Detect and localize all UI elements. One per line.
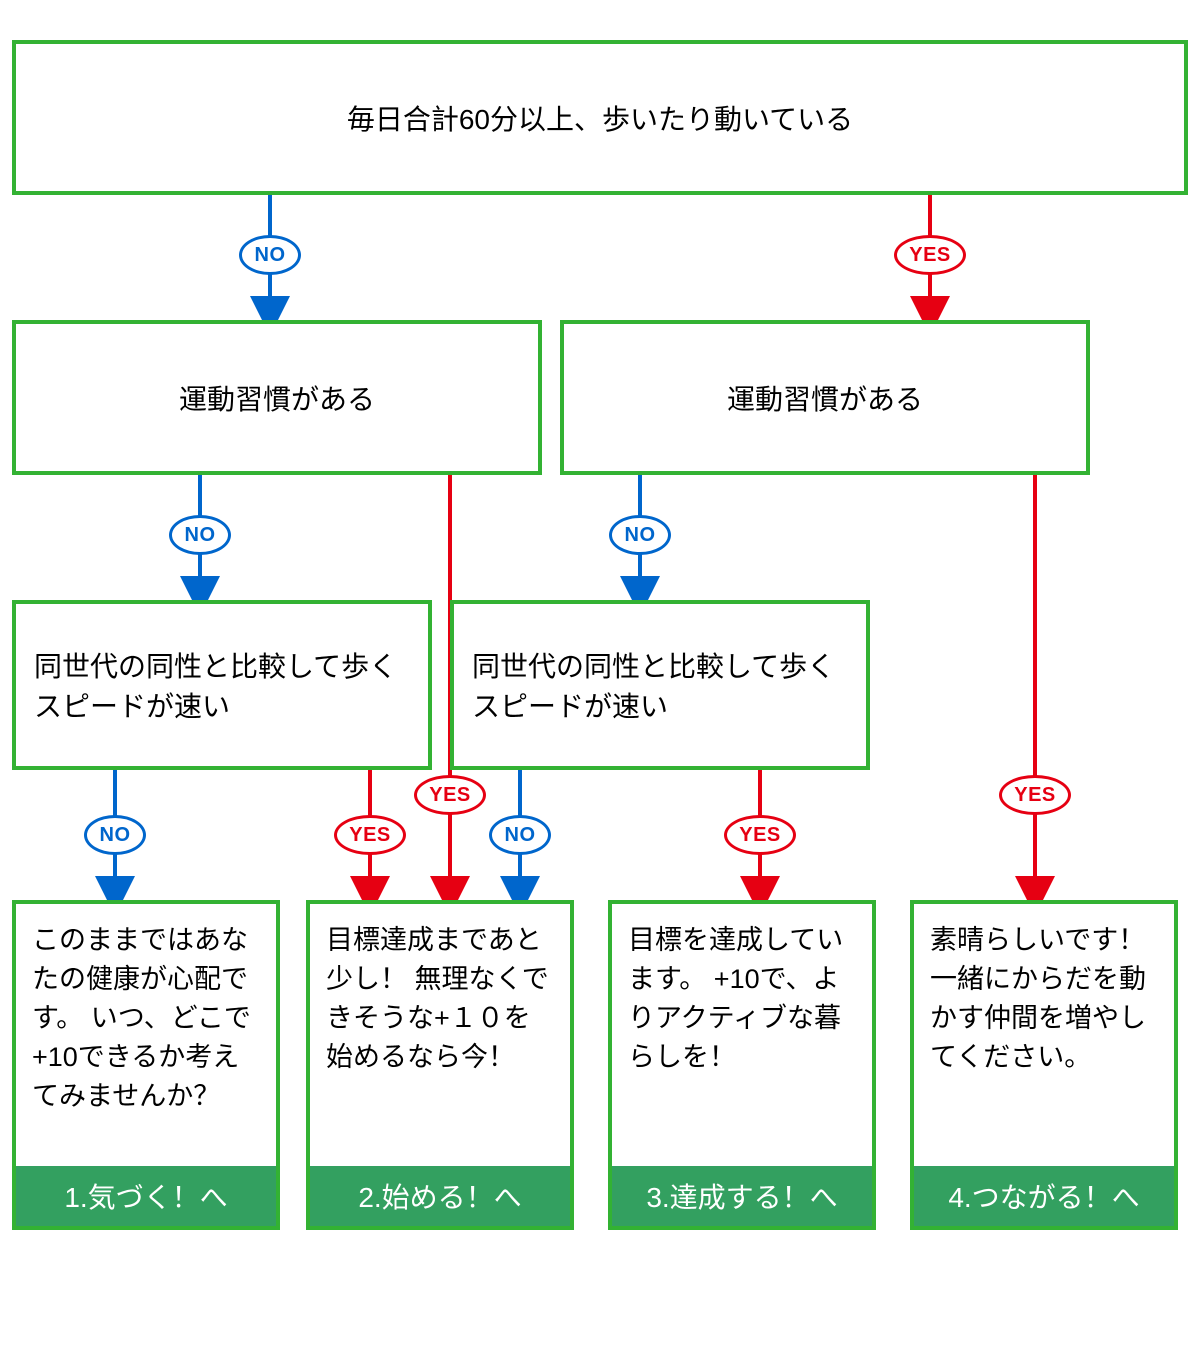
result-1: このままではあなたの健康が心配です。 いつ、どこで+10できるか考えてみませんか… — [12, 900, 280, 1230]
no-badge: NO — [239, 235, 301, 275]
no-badge: NO — [609, 515, 671, 555]
result-2: 目標達成まであと少し！ 無理なくできそうな+１０を始めるなら今！ 2.始める！へ — [306, 900, 574, 1230]
yes-badge: YES — [414, 775, 486, 815]
node-speed-right-text: 同世代の同性と比較して歩くスピードが速い — [472, 645, 848, 725]
node-habit-right-text: 運動習慣がある — [727, 378, 923, 418]
result-2-body: 目標達成まであと少し！ 無理なくできそうな+１０を始めるなら今！ — [326, 918, 554, 1074]
node-habit-left: 運動習慣がある — [12, 320, 542, 475]
flowchart-canvas: 毎日合計60分以上、歩いたり動いている 運動習慣がある 運動習慣がある 同世代の… — [0, 0, 1200, 1350]
no-badge: NO — [169, 515, 231, 555]
node-speed-left: 同世代の同性と比較して歩くスピードが速い — [12, 600, 432, 770]
result-3-footer: 3.達成する！へ — [612, 1166, 872, 1226]
result-3-body: 目標を達成しています。 +10で、よりアクティブな暮らしを！ — [628, 918, 856, 1074]
result-3: 目標を達成しています。 +10で、よりアクティブな暮らしを！ 3.達成する！へ — [608, 900, 876, 1230]
result-4: 素晴らしいです！一緒にからだを動かす仲間を増やしてください。 4.つながる！へ — [910, 900, 1178, 1230]
node-habit-left-text: 運動習慣がある — [179, 378, 375, 418]
yes-badge: YES — [334, 815, 406, 855]
result-4-body: 素晴らしいです！一緒にからだを動かす仲間を増やしてください。 — [930, 918, 1158, 1074]
node-speed-left-text: 同世代の同性と比較して歩くスピードが速い — [34, 645, 410, 725]
node-speed-right: 同世代の同性と比較して歩くスピードが速い — [450, 600, 870, 770]
no-badge: NO — [489, 815, 551, 855]
node-root-question: 毎日合計60分以上、歩いたり動いている — [12, 40, 1188, 195]
node-habit-right: 運動習慣がある — [560, 320, 1090, 475]
result-4-footer: 4.つながる！へ — [914, 1166, 1174, 1226]
yes-badge: YES — [724, 815, 796, 855]
node-root-text: 毎日合計60分以上、歩いたり動いている — [347, 98, 853, 138]
no-badge: NO — [84, 815, 146, 855]
result-1-footer: 1.気づく！へ — [16, 1166, 276, 1226]
result-2-footer: 2.始める！へ — [310, 1166, 570, 1226]
yes-badge: YES — [999, 775, 1071, 815]
result-1-body: このままではあなたの健康が心配です。 いつ、どこで+10できるか考えてみませんか… — [32, 918, 260, 1113]
yes-badge: YES — [894, 235, 966, 275]
